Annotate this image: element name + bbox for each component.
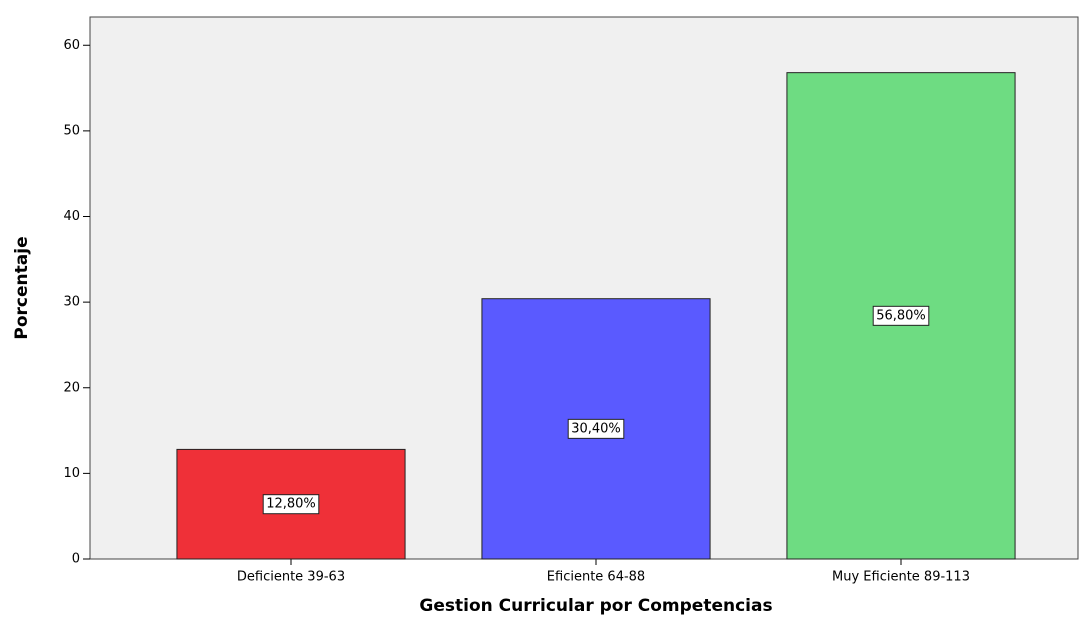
x-tick-label: Eficiente 64-88 <box>547 570 645 585</box>
x-tick-label: Muy Eficiente 89-113 <box>832 570 970 585</box>
x-tick-label: Deficiente 39-63 <box>237 570 345 585</box>
y-axis-title: Porcentaje <box>12 236 32 339</box>
value-label-box <box>872 305 930 326</box>
y-tick-label: 40 <box>63 209 80 224</box>
value-label: 30,40% <box>571 421 621 436</box>
y-tick-label: 60 <box>63 38 80 53</box>
value-label-box <box>567 418 625 439</box>
y-tick-label: 0 <box>72 552 80 567</box>
value-label: 56,80% <box>876 308 926 323</box>
value-label: 12,80% <box>266 497 316 512</box>
y-tick-label: 10 <box>63 466 80 481</box>
bar <box>481 298 711 560</box>
x-axis-title: Gestion Curricular por Competencias <box>419 596 772 616</box>
value-label-box <box>262 494 320 515</box>
y-tick-label: 30 <box>63 295 80 310</box>
y-tick-label: 20 <box>63 380 80 395</box>
y-tick-label: 50 <box>63 123 80 138</box>
